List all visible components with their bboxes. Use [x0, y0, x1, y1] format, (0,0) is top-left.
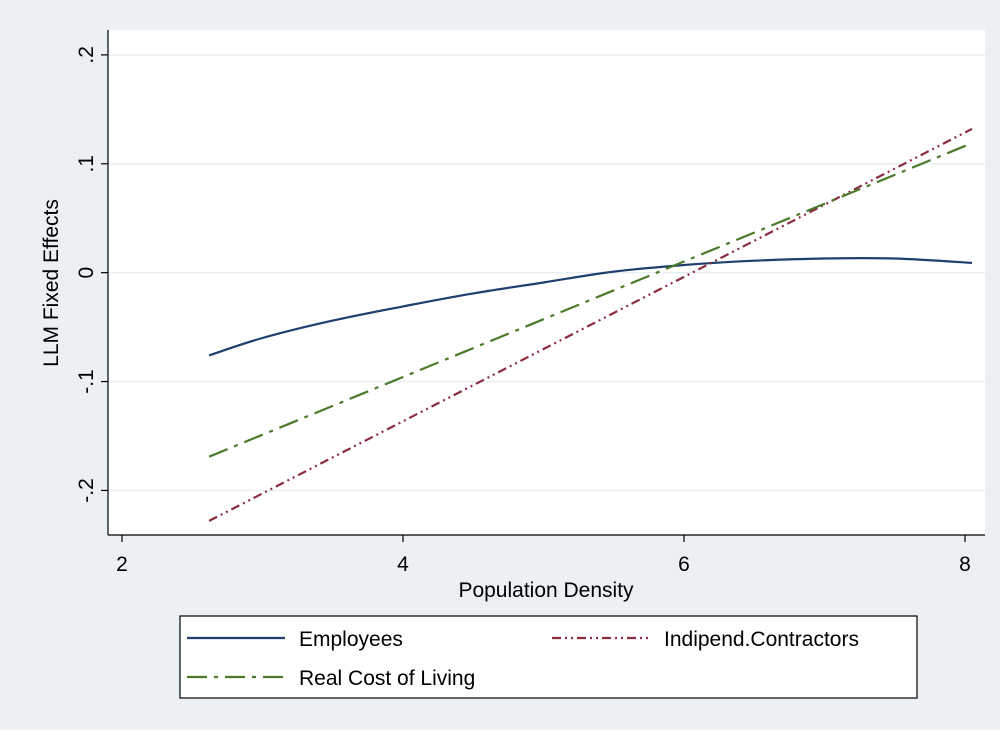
x-tick-label-0: 2 — [116, 553, 128, 576]
x-tick-label-1: 4 — [397, 553, 409, 576]
y-tick-label-2: 0 — [75, 267, 98, 279]
legend-label-employees: Employees — [299, 628, 403, 651]
y-tick-label-1: -.1 — [75, 369, 98, 394]
x-tick-label-2: 6 — [678, 553, 690, 576]
x-axis-label: Population Density — [458, 579, 634, 602]
series-line-real-cost-of-living — [208, 142, 973, 458]
y-axis-ticks: -.2 -.1 0 .1 .2 — [75, 46, 108, 503]
legend-label-real-cost-of-living: Real Cost of Living — [299, 667, 475, 690]
y-tick-label-4: .2 — [75, 46, 98, 64]
x-axis-ticks: 2 4 6 8 — [116, 535, 971, 576]
series-line-employees — [208, 256, 973, 357]
y-axis-label: LLM Fixed Effects — [40, 199, 63, 367]
y-tick-label-3: .1 — [75, 155, 98, 173]
y-tick-label-0: -.2 — [75, 478, 98, 503]
legend-label-indipend-contractors: Indipend.Contractors — [664, 628, 859, 651]
series-lines — [208, 127, 973, 522]
x-tick-label-3: 8 — [959, 553, 971, 576]
legend-box — [179, 615, 918, 699]
gridlines — [108, 54, 985, 492]
legend: Employees Indipend.Contractors Real Cost o… — [179, 615, 918, 699]
